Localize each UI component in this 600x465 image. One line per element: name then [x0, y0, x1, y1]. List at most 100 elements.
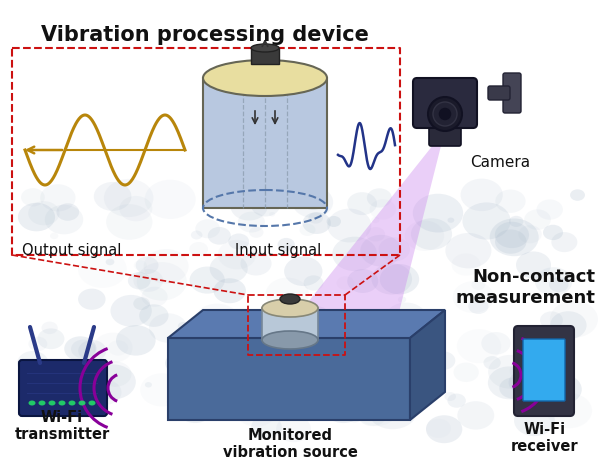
Ellipse shape: [510, 357, 545, 384]
Ellipse shape: [94, 182, 131, 211]
Ellipse shape: [214, 278, 246, 303]
Ellipse shape: [37, 328, 64, 349]
Ellipse shape: [380, 264, 419, 294]
Ellipse shape: [452, 281, 494, 313]
Ellipse shape: [524, 209, 551, 230]
Ellipse shape: [548, 341, 575, 362]
Ellipse shape: [457, 329, 501, 363]
Ellipse shape: [326, 216, 341, 227]
Ellipse shape: [457, 401, 494, 430]
Ellipse shape: [269, 212, 275, 217]
Ellipse shape: [280, 294, 300, 304]
FancyBboxPatch shape: [19, 360, 107, 416]
Ellipse shape: [79, 400, 86, 405]
Ellipse shape: [142, 287, 167, 307]
Ellipse shape: [104, 179, 154, 217]
Ellipse shape: [296, 390, 335, 420]
Ellipse shape: [230, 394, 256, 414]
Ellipse shape: [94, 332, 133, 363]
Ellipse shape: [570, 189, 585, 201]
FancyBboxPatch shape: [514, 326, 574, 416]
Ellipse shape: [140, 373, 183, 406]
Ellipse shape: [371, 217, 380, 223]
Ellipse shape: [212, 359, 239, 379]
Ellipse shape: [461, 179, 503, 211]
Ellipse shape: [540, 312, 563, 329]
Ellipse shape: [365, 402, 383, 416]
Text: Output signal: Output signal: [22, 243, 121, 258]
Ellipse shape: [308, 306, 329, 323]
Ellipse shape: [110, 295, 152, 327]
Ellipse shape: [481, 332, 511, 354]
Ellipse shape: [535, 267, 572, 296]
Ellipse shape: [78, 340, 106, 362]
Ellipse shape: [223, 355, 247, 374]
FancyBboxPatch shape: [523, 339, 565, 401]
Ellipse shape: [18, 203, 55, 231]
Ellipse shape: [191, 316, 200, 323]
Text: Monitored
vibration source: Monitored vibration source: [223, 428, 358, 460]
Ellipse shape: [265, 278, 309, 311]
Ellipse shape: [367, 391, 418, 429]
Ellipse shape: [401, 374, 420, 389]
Ellipse shape: [262, 299, 318, 317]
Ellipse shape: [190, 266, 225, 293]
Ellipse shape: [495, 222, 529, 248]
Ellipse shape: [270, 386, 279, 392]
Text: Camera: Camera: [470, 155, 530, 170]
Ellipse shape: [527, 332, 560, 357]
Ellipse shape: [128, 272, 151, 289]
Ellipse shape: [418, 355, 440, 372]
Ellipse shape: [426, 419, 451, 438]
FancyBboxPatch shape: [488, 86, 510, 100]
Ellipse shape: [17, 351, 49, 375]
Ellipse shape: [106, 259, 115, 265]
Ellipse shape: [347, 192, 377, 215]
Ellipse shape: [251, 44, 279, 52]
Ellipse shape: [371, 263, 412, 294]
Ellipse shape: [516, 252, 551, 279]
Text: Wi-Fi
receiver: Wi-Fi receiver: [511, 422, 579, 454]
Ellipse shape: [262, 331, 318, 349]
Ellipse shape: [468, 299, 488, 314]
Ellipse shape: [236, 395, 277, 427]
Ellipse shape: [28, 201, 59, 225]
Ellipse shape: [550, 301, 598, 338]
Ellipse shape: [228, 233, 249, 250]
Ellipse shape: [398, 296, 406, 303]
Ellipse shape: [251, 415, 282, 439]
Ellipse shape: [518, 225, 542, 243]
Ellipse shape: [38, 379, 88, 417]
Ellipse shape: [490, 219, 539, 256]
Ellipse shape: [509, 216, 523, 227]
Ellipse shape: [40, 184, 76, 212]
Ellipse shape: [448, 393, 466, 408]
Ellipse shape: [304, 275, 323, 291]
Ellipse shape: [411, 218, 452, 250]
Ellipse shape: [491, 297, 499, 303]
Ellipse shape: [133, 297, 150, 310]
Ellipse shape: [191, 231, 202, 239]
Ellipse shape: [496, 190, 526, 213]
Ellipse shape: [119, 196, 152, 221]
Ellipse shape: [133, 269, 163, 292]
FancyBboxPatch shape: [503, 73, 521, 113]
Ellipse shape: [509, 371, 538, 394]
Ellipse shape: [38, 400, 46, 405]
Ellipse shape: [178, 397, 212, 423]
Ellipse shape: [59, 400, 65, 405]
Ellipse shape: [98, 361, 131, 387]
Ellipse shape: [251, 194, 280, 217]
Ellipse shape: [431, 351, 455, 370]
Ellipse shape: [543, 374, 582, 404]
Ellipse shape: [428, 97, 462, 131]
Ellipse shape: [71, 339, 95, 359]
Ellipse shape: [194, 304, 241, 339]
Ellipse shape: [309, 333, 360, 372]
Ellipse shape: [341, 350, 377, 377]
Ellipse shape: [516, 367, 530, 378]
Ellipse shape: [438, 107, 452, 121]
Ellipse shape: [241, 252, 272, 275]
Ellipse shape: [248, 367, 273, 386]
Ellipse shape: [452, 253, 481, 276]
